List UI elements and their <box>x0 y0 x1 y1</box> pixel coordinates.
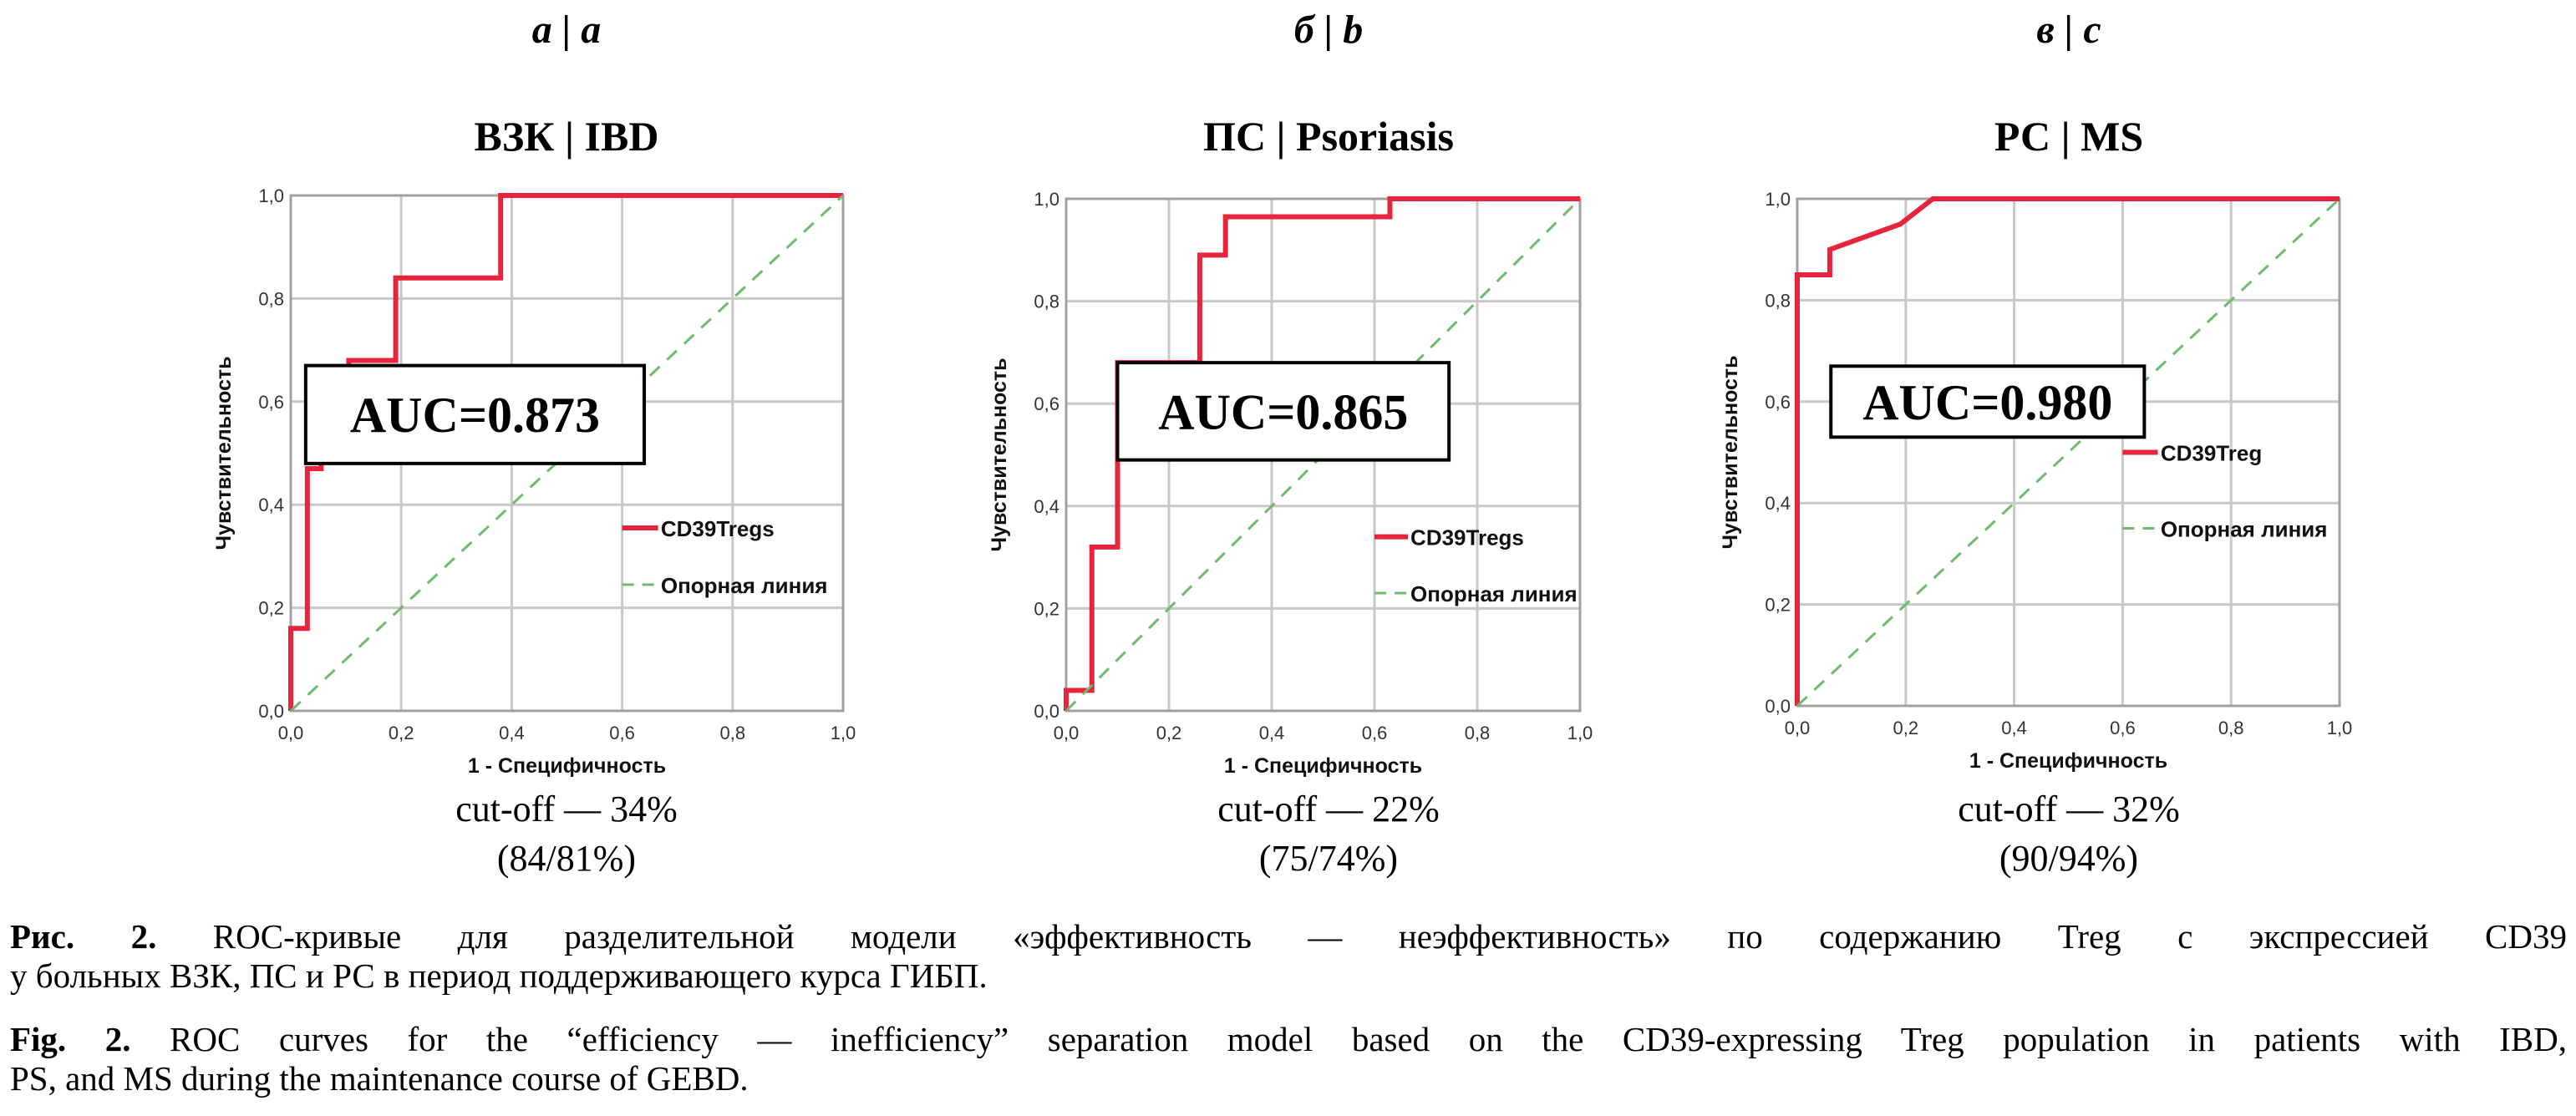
x-tick-label: 0,6 <box>609 723 635 743</box>
caption-en-label: Fig. 2. <box>10 1020 131 1058</box>
auc-label: AUC=0.980 <box>1862 375 2112 430</box>
y-tick-label: 0,0 <box>1034 701 1059 722</box>
legend-label: Опорная линия <box>2161 517 2328 542</box>
y-tick-label: 0,0 <box>1765 696 1791 717</box>
x-tick-label: 0,0 <box>1054 723 1080 743</box>
x-tick-label: 0,8 <box>2218 718 2244 738</box>
roc-chart-2: 0,0 0,2 0,4 0,6 0,8 1,0 0,0 0,2 0,4 0,6 0,8 1,0 AUC=… <box>988 189 1593 778</box>
auc-box <box>1829 364 2147 439</box>
cutoff-values: (84/81%) <box>496 838 637 879</box>
y-tick-label: 0,4 <box>258 495 284 515</box>
y-tick-label: 0,2 <box>1034 598 1059 619</box>
x-tick-label: 0,8 <box>720 723 746 743</box>
x-tick-label: 0,4 <box>1259 723 1285 743</box>
x-tick-label: 0,6 <box>2110 718 2136 738</box>
legend-label: Опорная линия <box>1410 581 1578 606</box>
x-tick-label: 0,0 <box>1785 718 1811 738</box>
y-tick-label: 0,8 <box>1034 292 1059 312</box>
panel-letter: а | a <box>531 8 602 52</box>
panel-title: РС | MS <box>1994 113 2144 160</box>
reference-line <box>1796 197 2341 708</box>
y-tick-label: 1,0 <box>1765 189 1791 210</box>
y-tick-label: 0,0 <box>258 701 284 722</box>
cutoff-label: cut-off — 22% <box>1217 789 1440 829</box>
panel-letter: в | c <box>2036 8 2101 52</box>
x-tick-label: 1,0 <box>2327 718 2353 738</box>
roc-curve <box>1795 196 2340 706</box>
y-tick-label: 0,6 <box>258 392 284 413</box>
cutoff-label: cut-off — 32% <box>1958 789 2180 829</box>
caption-en-line1: ROC curves for the “efficiency — ineffic… <box>130 1020 2567 1058</box>
y-tick-label: 0,4 <box>1765 493 1791 514</box>
y-tick-label: 0,4 <box>1034 496 1059 517</box>
x-tick-label: 0,2 <box>1893 718 1919 738</box>
y-tick-label: 0,6 <box>1765 392 1791 413</box>
y-axis-label: Чувствительность <box>1719 355 1742 549</box>
auc-label: AUC=0.873 <box>350 388 600 443</box>
legend-label: CD39Tregs <box>661 516 775 541</box>
y-tick-label: 0,2 <box>1765 595 1791 616</box>
panel-letter: б | b <box>1293 8 1364 52</box>
y-tick-label: 0,8 <box>1765 290 1791 311</box>
cutoff-values: (90/94%) <box>1999 838 2139 879</box>
y-tick-label: 1,0 <box>258 185 284 206</box>
x-tick-label: 0,4 <box>2001 718 2027 738</box>
caption-russian: Рис. 2. ROC-кривые для разделительной мо… <box>10 917 2567 996</box>
x-tick-label: 0,0 <box>278 723 304 743</box>
x-tick-label: 0,6 <box>1362 723 1388 743</box>
plot-frame <box>1064 197 1582 713</box>
x-tick-label: 0,2 <box>1156 723 1182 743</box>
auc-box <box>1115 361 1451 462</box>
x-axis-label: 1 - Специфичность <box>468 754 666 778</box>
auc-label: AUC=0.865 <box>1158 384 1408 439</box>
cutoff-values: (75/74%) <box>1258 838 1399 879</box>
roc-chart-1: 0,0 0,2 0,4 0,6 0,8 1,0 0,0 0,2 0,4 0,6 0,8 1,0 AUC=… <box>212 185 856 778</box>
y-tick-label: 1,0 <box>1034 189 1059 210</box>
caption-ru-line2: у больных ВЗК, ПС и РС в период поддержи… <box>10 956 988 995</box>
x-tick-label: 1,0 <box>831 723 856 743</box>
legend-label: Опорная линия <box>661 573 828 598</box>
auc-box <box>303 363 647 465</box>
x-axis-label: 1 - Специфичность <box>1224 754 1422 778</box>
x-tick-label: 1,0 <box>1567 723 1593 743</box>
cutoff-label: cut-off — 34% <box>455 789 678 829</box>
x-tick-label: 0,8 <box>1465 723 1491 743</box>
y-axis-label: Чувствительность <box>988 358 1011 551</box>
legend-label: CD39Tregs <box>1410 525 1524 550</box>
caption-english: Fig. 2. ROC curves for the “efficiency —… <box>10 1020 2567 1098</box>
caption-ru-label: Рис. 2. <box>10 917 157 956</box>
caption-en-line2: PS, and MS during the maintenance course… <box>10 1059 749 1098</box>
y-tick-label: 0,2 <box>258 598 284 619</box>
roc-chart-3: 0,0 0,2 0,4 0,6 0,8 1,0 0,0 0,2 0,4 0,6 0,8 1,0 AUC=… <box>1719 189 2352 773</box>
x-tick-label: 0,4 <box>499 723 525 743</box>
legend-label: CD39Treg <box>2161 441 2262 466</box>
x-axis-label: 1 - Специфичность <box>1969 749 2167 773</box>
y-axis-label: Чувствительность <box>212 356 236 550</box>
caption-ru-line1: ROC-кривые для разделительной модели «эф… <box>156 917 2568 956</box>
panel-title: ВЗК | IBD <box>474 113 659 160</box>
x-tick-label: 0,2 <box>389 723 414 743</box>
y-tick-label: 0,8 <box>258 288 284 309</box>
y-tick-label: 0,6 <box>1034 393 1059 414</box>
panel-title: ПС | Psoriasis <box>1203 113 1454 160</box>
